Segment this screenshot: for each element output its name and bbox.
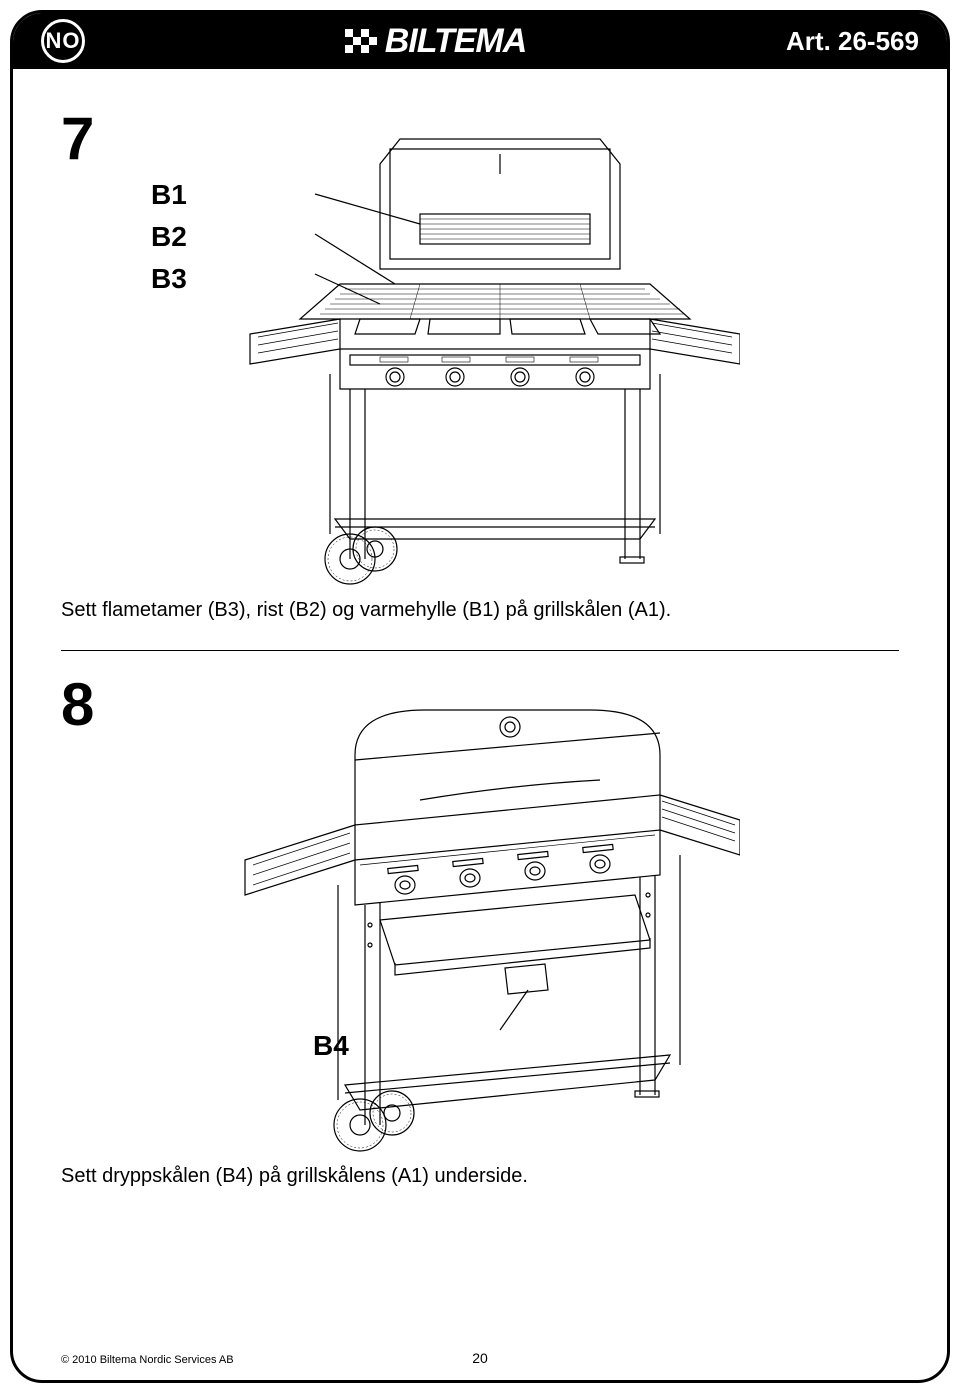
step-7-caption: Sett flametamer (B3), rist (B2) og varme… — [61, 599, 899, 622]
step-8-caption: Sett dryppskålen (B4) på grillskålens (A… — [61, 1165, 899, 1188]
brand-check-icon — [345, 29, 377, 53]
step-7: 7 B1 B2 B3 — [61, 109, 899, 622]
brand-logo: BILTEMA — [345, 22, 527, 61]
page-content: 7 B1 B2 B3 — [13, 69, 947, 1198]
section-divider — [61, 650, 899, 651]
step-7-part-labels: B1 B2 B3 — [151, 174, 187, 300]
step-8: 8 — [61, 675, 899, 1188]
label-b2: B2 — [151, 216, 187, 258]
step-8-figure: B4 — [61, 685, 899, 1155]
footer-spacer — [896, 1354, 899, 1366]
label-b1: B1 — [151, 174, 187, 216]
page-frame: NO BILTEMA Art. 26-569 7 B1 B2 B3 — [10, 10, 950, 1383]
grill-closed-illustration — [220, 685, 740, 1155]
page-footer: © 2010 Biltema Nordic Services AB 20 — [61, 1354, 899, 1366]
grill-open-illustration — [220, 119, 740, 589]
label-b4: B4 — [313, 1030, 349, 1062]
page-header: NO BILTEMA Art. 26-569 — [13, 13, 947, 69]
label-b3: B3 — [151, 258, 187, 300]
copyright-text: © 2010 Biltema Nordic Services AB — [61, 1354, 234, 1366]
brand-name: BILTEMA — [385, 22, 527, 61]
language-code: NO — [46, 28, 81, 54]
language-badge: NO — [41, 19, 85, 63]
page-number: 20 — [472, 1350, 488, 1366]
article-number: Art. 26-569 — [786, 26, 919, 57]
